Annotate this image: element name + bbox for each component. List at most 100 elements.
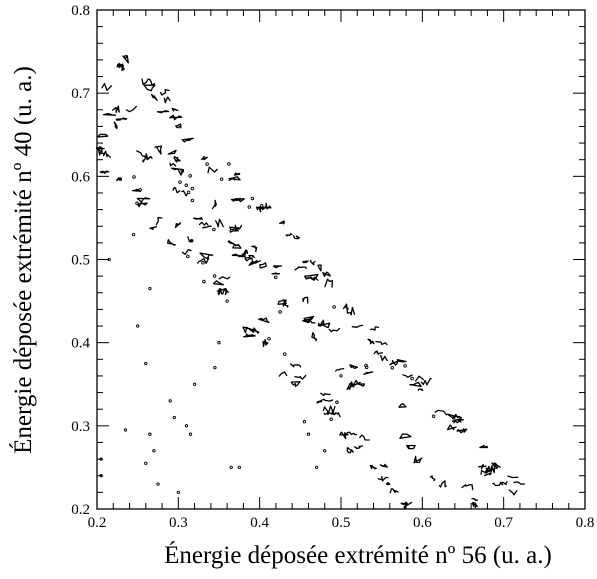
contour-line bbox=[344, 306, 356, 316]
contour-dot bbox=[184, 183, 189, 188]
contour-line bbox=[399, 433, 412, 439]
contour-line bbox=[513, 481, 526, 485]
contour-line bbox=[363, 371, 374, 375]
scatter-points bbox=[99, 232, 343, 495]
contour-line bbox=[335, 367, 345, 372]
contour-dot bbox=[259, 203, 264, 208]
contour-dot bbox=[329, 417, 333, 422]
contour-dot bbox=[188, 174, 192, 178]
contour-line bbox=[328, 327, 341, 333]
contour-line bbox=[492, 481, 502, 487]
contour-dot bbox=[189, 239, 194, 243]
contour-line bbox=[346, 446, 354, 454]
contour-line bbox=[100, 150, 111, 158]
contour-line bbox=[302, 296, 309, 304]
x-tick-label: 0.6 bbox=[413, 515, 432, 531]
y-tick-label: 0.5 bbox=[71, 253, 90, 269]
contour-dot bbox=[202, 279, 206, 284]
contour-line bbox=[272, 265, 283, 269]
contour-line bbox=[507, 475, 519, 479]
contour-line bbox=[434, 409, 448, 416]
contour-line bbox=[417, 388, 424, 392]
contour-dot bbox=[390, 365, 395, 370]
contour-line bbox=[243, 333, 256, 338]
scatter-point bbox=[184, 424, 189, 428]
contour-line bbox=[143, 84, 156, 92]
axis-ticks bbox=[96, 9, 586, 510]
x-tick-label: 0.7 bbox=[494, 515, 513, 531]
contour-line bbox=[95, 145, 105, 152]
contour-line bbox=[248, 327, 260, 334]
y-axis-label: Énergie déposée extrémité nº 40 (u. a.) bbox=[9, 66, 37, 454]
contour-line bbox=[322, 271, 331, 277]
scatter-point bbox=[192, 382, 197, 386]
contour-line bbox=[402, 374, 413, 378]
contour-line bbox=[290, 381, 301, 387]
contour-line bbox=[173, 156, 181, 163]
contour-line bbox=[199, 252, 214, 260]
scatter-point bbox=[144, 361, 148, 366]
contour-line bbox=[369, 464, 377, 470]
contour-dot bbox=[190, 198, 195, 203]
contour-line bbox=[218, 276, 231, 280]
contour-line bbox=[320, 392, 331, 397]
x-axis-label: Énergie déposée extrémité nº 56 (u. a.) bbox=[164, 541, 552, 569]
contour-line bbox=[258, 317, 270, 324]
contour-line bbox=[471, 497, 479, 501]
contour-line bbox=[484, 465, 499, 474]
contour-dot bbox=[132, 175, 136, 179]
contour-line bbox=[167, 149, 177, 155]
contour-line bbox=[438, 480, 447, 488]
contour-line bbox=[243, 254, 256, 259]
contour-dot bbox=[410, 376, 414, 381]
contour-line bbox=[259, 262, 267, 269]
contour-line bbox=[302, 317, 314, 323]
contour-line bbox=[211, 199, 217, 210]
contour-line bbox=[169, 162, 177, 167]
contour-dot bbox=[431, 414, 436, 418]
contour-line bbox=[420, 377, 432, 386]
contour-line bbox=[207, 166, 218, 174]
contour-line bbox=[370, 326, 380, 331]
contour-line bbox=[309, 259, 316, 266]
y-tick-label: 0.4 bbox=[71, 336, 90, 352]
scatter-point bbox=[229, 465, 233, 470]
contour-line bbox=[136, 150, 147, 158]
contour-line bbox=[159, 89, 170, 96]
contour-line bbox=[303, 273, 319, 281]
contour-line bbox=[305, 276, 319, 281]
contour-line bbox=[172, 186, 181, 194]
contour-dot bbox=[178, 180, 182, 184]
y-tick-label: 0.3 bbox=[71, 419, 90, 435]
y-tick-label: 0.7 bbox=[71, 86, 90, 102]
contour-line bbox=[227, 240, 237, 247]
contour-line bbox=[198, 221, 209, 226]
contour-line bbox=[170, 167, 184, 176]
contour-line bbox=[249, 259, 258, 265]
contour-dot bbox=[212, 227, 216, 232]
contour-line bbox=[156, 110, 170, 114]
contour-line bbox=[96, 133, 109, 138]
contour-line bbox=[389, 359, 399, 366]
scatter-point bbox=[144, 461, 148, 465]
contour-line bbox=[413, 455, 423, 464]
x-tick-label: 0.4 bbox=[250, 515, 269, 531]
contour-line bbox=[102, 112, 117, 116]
contour-line bbox=[201, 155, 208, 161]
scatter-point bbox=[225, 299, 229, 303]
contour-line bbox=[484, 472, 492, 477]
contour-line bbox=[99, 170, 110, 175]
scatter-point bbox=[148, 432, 152, 436]
scatter-point bbox=[217, 341, 221, 345]
contour-line bbox=[447, 413, 462, 419]
contour-line bbox=[174, 222, 182, 229]
contour-line bbox=[289, 363, 302, 368]
scatter-point bbox=[323, 449, 327, 453]
contour-line bbox=[499, 481, 508, 486]
contour-line bbox=[398, 403, 407, 408]
x-tick-label: 0.8 bbox=[576, 515, 595, 531]
scatter-point bbox=[152, 449, 156, 453]
contour-line bbox=[339, 431, 349, 440]
contour-dot bbox=[332, 305, 336, 309]
